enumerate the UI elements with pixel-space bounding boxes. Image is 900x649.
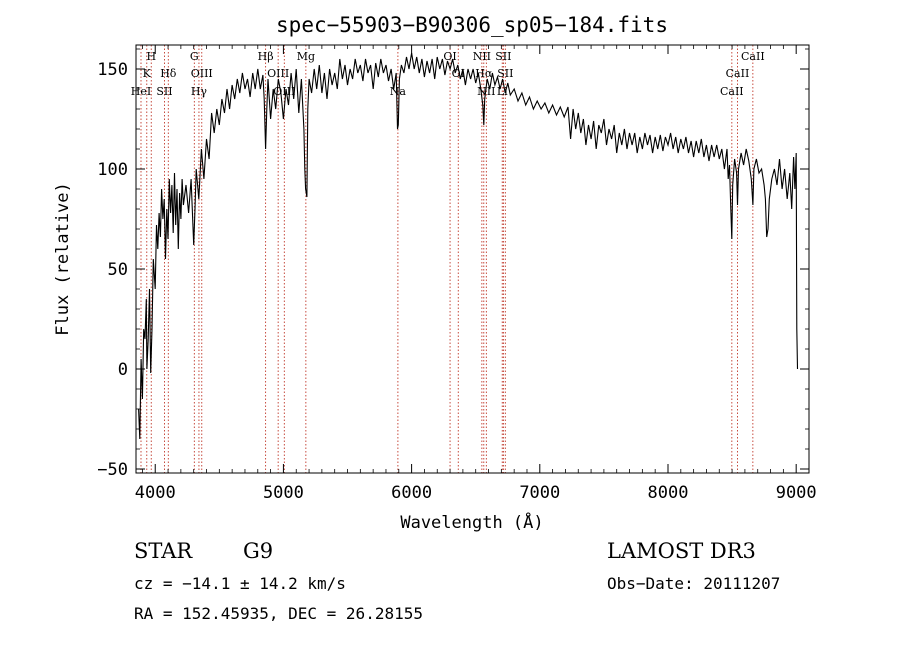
x-tick-label-4: 8000	[648, 483, 689, 503]
chart-title: spec−55903−B90306_sp05−184.fits	[276, 13, 668, 37]
line-label-18: Li	[497, 85, 508, 98]
line-label-0: K	[143, 67, 152, 80]
object-subclass: G9	[243, 539, 273, 563]
y-tick-label-2: 50	[108, 260, 128, 280]
x-axis-ticks: 4000 5000 6000 7000 8000 9000	[135, 45, 817, 503]
line-label-16: Hα	[475, 67, 493, 80]
y-tick-label-4: 150	[97, 60, 128, 80]
survey-name: LAMOST DR3	[607, 539, 756, 563]
line-label-9: OIII	[267, 67, 289, 80]
redshift-velocity: cz = −14.1 ± 14.2 km/s	[134, 574, 346, 593]
plot-frame	[135, 44, 810, 474]
x-tick-label-1: 5000	[263, 483, 304, 503]
y-axis-ticks: −50 0 50 100 150	[97, 48, 809, 480]
line-label-22: CaII	[726, 67, 750, 80]
flux-series-line	[138, 52, 799, 440]
x-tick-label-3: 7000	[519, 483, 560, 503]
x-axis-label: Wavelength (Å)	[400, 511, 543, 533]
line-label-4: Hδ	[160, 67, 177, 80]
y-tick-label-0: −50	[97, 460, 128, 480]
line-label-13: OI	[443, 50, 456, 63]
line-label-7: Hγ	[191, 85, 208, 98]
line-label-19: SII	[495, 50, 511, 63]
observation-date: Obs−Date: 20111207	[607, 574, 780, 593]
x-tick-label-0: 4000	[135, 483, 176, 503]
line-label-1: H	[146, 50, 156, 63]
line-label-11: Mg	[297, 50, 315, 63]
line-label-8: Hβ	[258, 50, 274, 63]
line-label-5: G	[190, 50, 199, 63]
y-tick-label-3: 100	[97, 160, 128, 180]
spectral-line-markers	[140, 45, 754, 473]
y-axis-label: Flux (relative)	[53, 182, 73, 336]
x-tick-label-5: 9000	[776, 483, 817, 503]
line-label-12: Na	[390, 85, 407, 98]
line-label-3: SII	[156, 85, 172, 98]
line-label-21: CaII	[720, 85, 744, 98]
x-tick-label-2: 6000	[391, 483, 432, 503]
line-label-2: HeI	[131, 85, 151, 98]
y-tick-label-1: 0	[118, 360, 128, 380]
object-class: STAR	[134, 539, 193, 563]
line-label-15: NII	[473, 50, 491, 63]
sky-coordinates: RA = 152.45935, DEC = 26.28155	[134, 604, 423, 623]
line-label-23: CaII	[741, 50, 765, 63]
line-label-6: OIII	[191, 67, 213, 80]
line-label-20: SII	[497, 67, 513, 80]
